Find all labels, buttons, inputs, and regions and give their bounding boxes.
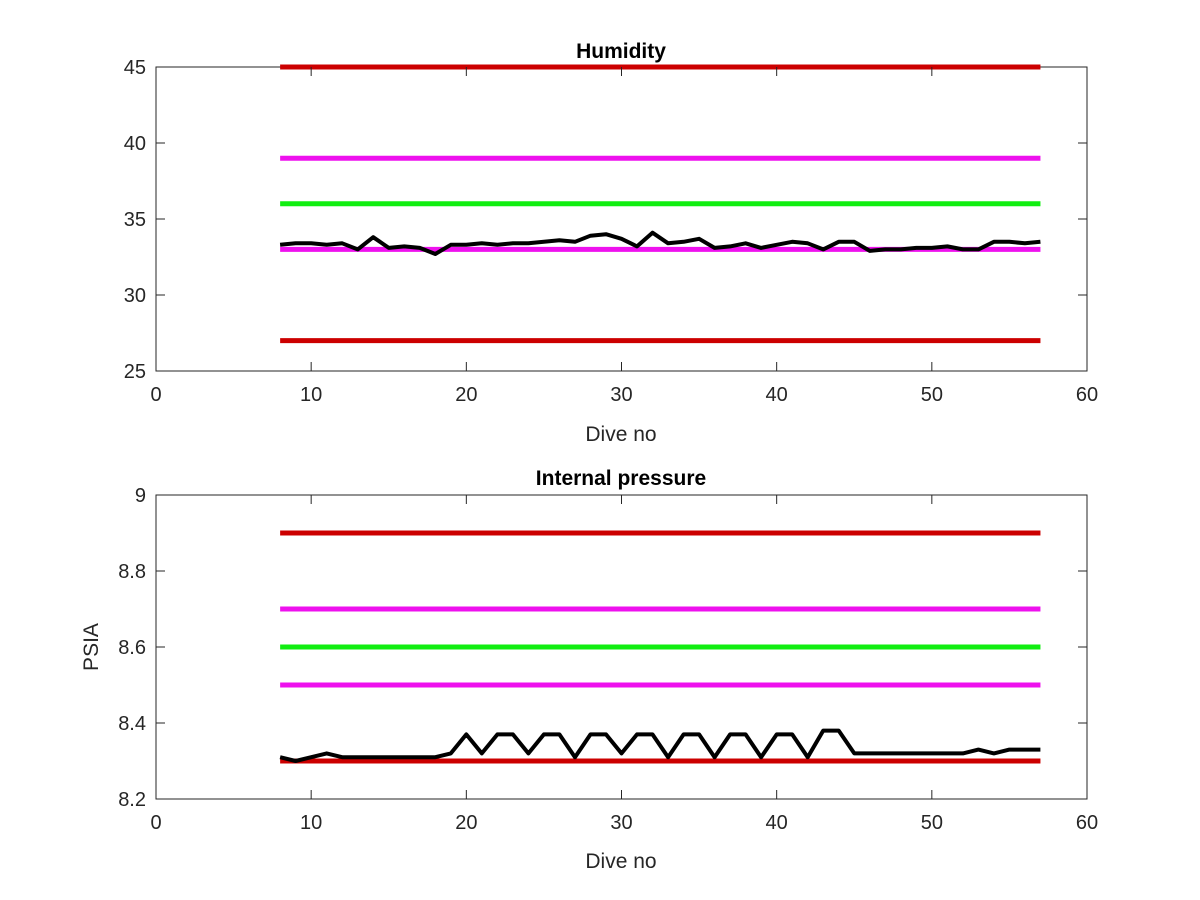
pressure-series-line-0 <box>279 728 1041 763</box>
pressure-x-tick-label: 40 <box>766 812 788 834</box>
humidity-y-tick-label: 25 <box>124 361 146 383</box>
humidity-x-tick-label: 30 <box>610 384 632 406</box>
pressure-x-tick-label: 60 <box>1076 812 1098 834</box>
humidity-ticks: 0 10 20 30 40 50 60 25 30 35 40 45 <box>124 57 1098 406</box>
pressure-plot-area <box>279 530 1041 764</box>
humidity-x-tick-label: 40 <box>766 384 788 406</box>
pressure-x-tick-label: 30 <box>610 812 632 834</box>
pressure-y-axis-label: PSIA <box>80 623 103 671</box>
pressure-ticks: 0 10 20 30 40 50 60 8.2 8.4 8.6 8.8 9 <box>118 485 1098 834</box>
pressure-x-tick-label: 50 <box>921 812 943 834</box>
humidity-title: Humidity <box>576 40 666 63</box>
pressure-y-tick-label: 9 <box>135 485 146 507</box>
pressure-x-tick-label: 10 <box>300 812 322 834</box>
pressure-x-tick-label: 0 <box>150 812 161 834</box>
humidity-x-axis-label: Dive no <box>585 423 656 446</box>
pressure-y-tick-label: 8.8 <box>118 561 146 583</box>
pressure-y-tick-label: 8.2 <box>118 789 146 811</box>
humidity-x-tick-label: 10 <box>300 384 322 406</box>
humidity-y-tick-label: 45 <box>124 57 146 79</box>
humidity-panel: 0 10 20 30 40 50 60 25 30 35 40 45 Humidity Dive no <box>124 40 1098 446</box>
pressure-title: Internal pressure <box>536 467 706 490</box>
humidity-y-tick-label: 40 <box>124 133 146 155</box>
humidity-y-tick-label: 35 <box>124 209 146 231</box>
pressure-y-tick-label: 8.4 <box>118 713 146 735</box>
pressure-x-tick-label: 20 <box>455 812 477 834</box>
internal-pressure-panel: 0 10 20 30 40 50 60 8.2 8.4 8.6 8.8 9 Internal pres… <box>80 467 1098 873</box>
humidity-x-tick-label: 0 <box>150 384 161 406</box>
humidity-x-tick-label: 50 <box>921 384 943 406</box>
pressure-y-tick-label: 8.6 <box>118 637 146 659</box>
humidity-y-tick-label: 30 <box>124 285 146 307</box>
humidity-x-tick-label: 20 <box>455 384 477 406</box>
pressure-x-axis-label: Dive no <box>585 850 656 873</box>
humidity-plot-area <box>279 64 1041 344</box>
humidity-x-tick-label: 60 <box>1076 384 1098 406</box>
humidity-axes-frame <box>155 66 1088 372</box>
humidity-series-line-0 <box>279 230 1041 256</box>
